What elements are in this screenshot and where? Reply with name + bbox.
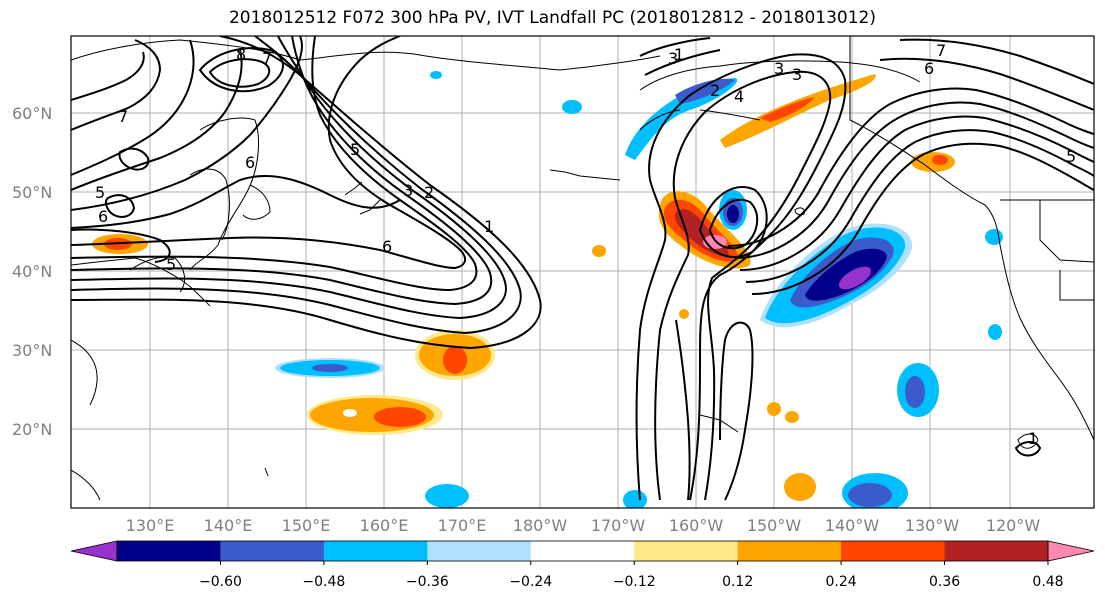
contour-label: 5 <box>350 140 360 159</box>
lon-label: 120°W <box>986 516 1041 535</box>
colorbar-tick-label: −0.24 <box>509 574 552 590</box>
gridlines <box>71 36 1094 508</box>
colorbar-tick-label: −0.36 <box>406 574 449 590</box>
colorbar-segment <box>323 541 428 561</box>
colorbar-segment <box>220 541 325 561</box>
colorbar-segment <box>427 541 532 561</box>
longitude-labels: 130°E 140°E 150°E 160°E 170°E 180°W 170°… <box>126 516 1041 535</box>
lon-label: 140°E <box>204 516 253 535</box>
contour-label: 3 <box>403 181 413 200</box>
contour-label: 3 <box>774 59 784 78</box>
contour-label: 7 <box>118 107 128 126</box>
contour-label: 5 <box>1066 147 1076 166</box>
lon-label: 150°E <box>282 516 331 535</box>
lat-label: 60°N <box>12 104 52 123</box>
contour-label: 6 <box>245 153 255 172</box>
contour-label: 2 <box>710 81 720 100</box>
latitude-labels: 60°N 50°N 40°N 30°N 20°N <box>12 104 52 439</box>
contour-label: 2 <box>424 183 434 202</box>
colorbar-outline <box>116 540 1049 562</box>
lat-label: 50°N <box>12 183 52 202</box>
contour-label: 7 <box>262 49 272 68</box>
colorbar-tick-label: 0.48 <box>1032 574 1063 590</box>
map-frame <box>70 35 1095 509</box>
colorbar-tick-label: −0.12 <box>613 574 656 590</box>
colorbar-extension-high <box>1047 540 1095 562</box>
colorbar-segment <box>737 541 842 561</box>
lat-label: 20°N <box>12 420 52 439</box>
contour-label: 6 <box>382 237 392 256</box>
contour-label: 1 <box>674 45 684 64</box>
contour-label: 5 <box>166 255 176 274</box>
contour-label: 6 <box>924 59 934 78</box>
lon-label: 170°W <box>591 516 646 535</box>
contour-label: 3 <box>668 49 678 68</box>
colorbar-segment <box>530 541 635 561</box>
colorbar-tick-labels: −0.60 −0.48 −0.36 −0.24 −0.12 0.12 0.24 0.36 0.4… <box>199 561 1064 590</box>
colorbar-segment <box>841 541 946 561</box>
lon-label: 130°W <box>905 516 960 535</box>
ivt-shading <box>92 71 1003 508</box>
pv-contours <box>71 36 1094 501</box>
colorbar-segment <box>117 541 221 561</box>
colorbar-tick-label: 0.12 <box>722 574 753 590</box>
lon-label: 160°E <box>360 516 409 535</box>
contour-label: 7 <box>936 41 946 60</box>
lat-label: 30°N <box>12 341 52 360</box>
contour-label: 5 <box>95 183 105 202</box>
lon-label: 160°W <box>669 516 724 535</box>
contour-label: 1 <box>484 217 494 236</box>
lon-label: 140°W <box>825 516 880 535</box>
colorbar-extension-low <box>70 540 118 562</box>
map-area <box>71 36 1094 508</box>
coastlines <box>71 36 1094 501</box>
contour-label: 6 <box>98 207 108 226</box>
contour-label: 4 <box>734 87 744 106</box>
colorbar-segment <box>634 541 739 561</box>
colorbar-tick-label: 0.24 <box>826 574 857 590</box>
colorbar <box>70 540 1095 562</box>
contour-labels: 8 7 7 6 5 5 6 5 3 2 1 6 4 3 2 3 5 6 7 1 … <box>95 41 1076 448</box>
colorbar-tick-label: 0.36 <box>929 574 960 590</box>
lon-label: 150°W <box>747 516 802 535</box>
lon-label: 170°E <box>438 516 487 535</box>
contour-label: 1 <box>1028 429 1038 448</box>
lat-label: 40°N <box>12 262 52 281</box>
colorbar-tick-label: −0.60 <box>199 574 242 590</box>
colorbar-tick-label: −0.48 <box>302 574 345 590</box>
lon-label: 130°E <box>126 516 175 535</box>
contour-label: 8 <box>236 45 246 64</box>
map-title: 2018012512 F072 300 hPa PV, IVT Landfall… <box>228 8 876 28</box>
colorbar-segment <box>944 541 1049 561</box>
contour-label: 3 <box>792 65 802 84</box>
lon-label: 180°W <box>513 516 568 535</box>
